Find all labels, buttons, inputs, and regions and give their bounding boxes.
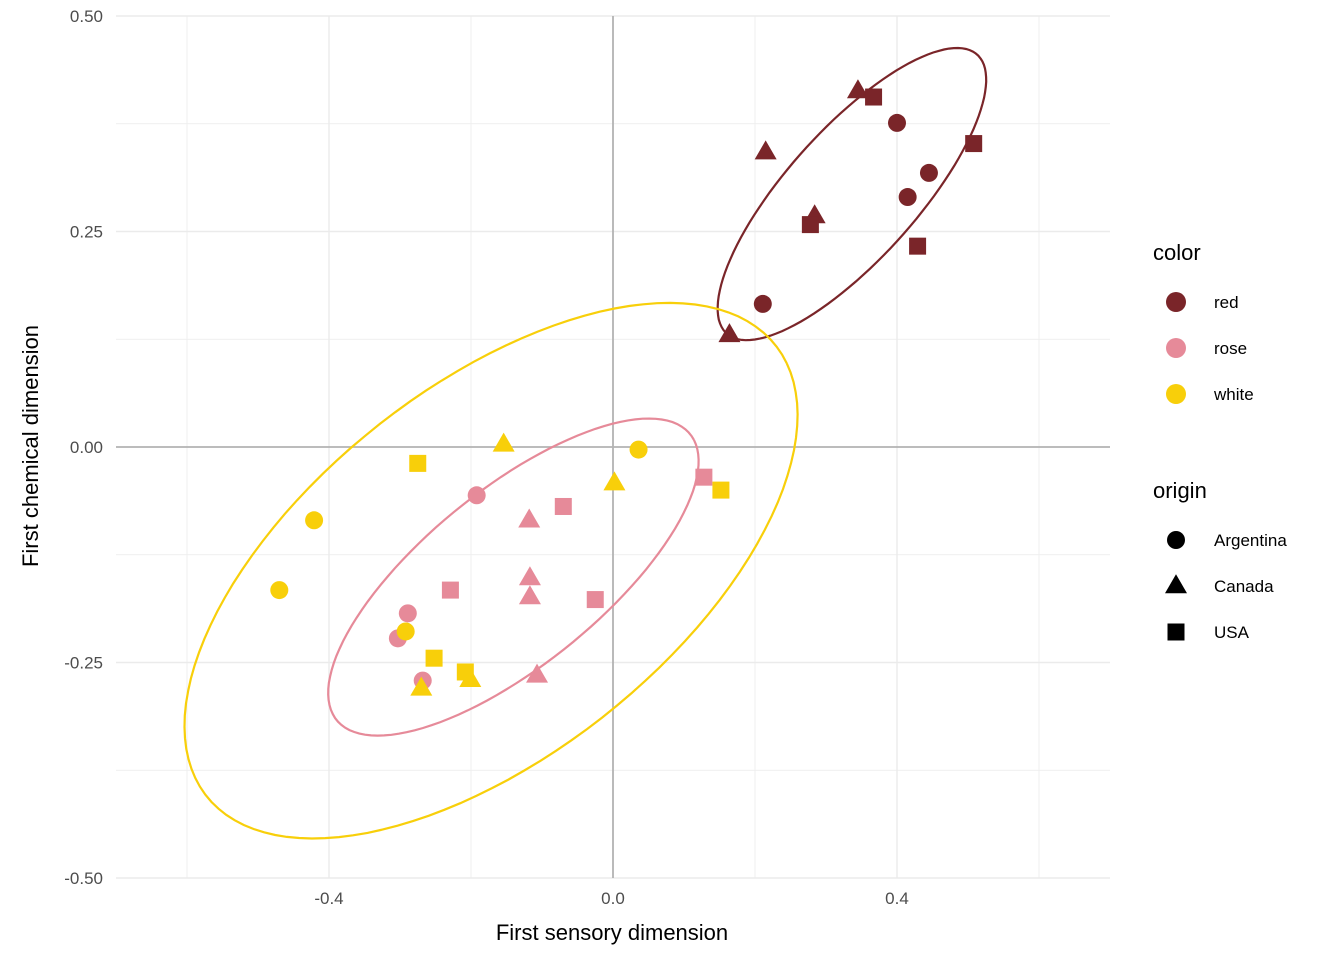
y-axis-title: First chemical dimension [18,325,43,567]
y-tick-label: 0.50 [70,7,103,26]
red-argentina-point [753,294,772,313]
white-usa-point [409,454,427,472]
legend-label-rose: rose [1214,339,1247,358]
rose-ellipse [327,417,700,737]
white-usa-point [456,663,474,681]
red-canada-point [718,323,741,343]
red-canada-point [846,79,869,99]
white-usa-point [712,481,730,499]
white-canada-point [492,432,515,452]
red-argentina-point [898,188,917,207]
rose-canada-point [518,585,541,605]
x-tick-label: -0.4 [314,889,343,908]
rose-usa-point [695,468,713,486]
rose-canada-point [518,566,541,586]
y-tick-label: -0.50 [64,869,103,888]
legend-color-items: red rose white [1166,292,1254,404]
x-tick-labels: -0.4 0.0 0.4 [314,889,908,908]
white-canada-point [410,676,433,696]
legend-key-red [1166,292,1186,312]
reference-lines [116,16,1110,878]
legend-key-argentina [1167,531,1185,549]
legend-label-red: red [1214,293,1239,312]
white-argentina-point [396,622,415,641]
legend-label-white: white [1213,385,1254,404]
red-usa-point [909,237,927,255]
data-points [270,79,983,696]
x-axis-title: First sensory dimension [496,920,728,945]
white-argentina-point [305,511,324,530]
rose-canada-point [526,663,549,683]
white-canada-point [603,471,626,491]
rose-usa-point [586,591,604,609]
legend-key-white [1166,384,1186,404]
legend-label-canada: Canada [1214,577,1274,596]
legend-key-usa [1167,623,1185,641]
red-usa-point [965,135,983,153]
legend-origin-items: Argentina Canada USA [1165,531,1287,642]
rose-argentina-point [467,486,486,505]
x-tick-label: 0.0 [601,889,625,908]
rose-usa-point [441,581,459,599]
red-ellipse [716,46,988,342]
legend-key-rose [1166,338,1186,358]
legend-label-argentina: Argentina [1214,531,1287,550]
rose-usa-point [554,497,572,515]
x-tick-label: 0.4 [885,889,909,908]
rose-argentina-point [398,604,417,623]
legend-key-canada [1165,574,1187,594]
legend-label-usa: USA [1214,623,1250,642]
y-tick-label: 0.00 [70,438,103,457]
legend-origin-title: origin [1153,478,1207,503]
white-argentina-point [270,581,289,600]
white-argentina-point [629,440,648,459]
red-argentina-point [888,113,906,132]
y-tick-labels: -0.50 -0.25 0.00 0.25 0.50 [64,7,103,888]
red-usa-point [801,216,819,234]
legend: color red rose white origin Argentina Canad… [1153,240,1287,642]
legend-color-title: color [1153,240,1201,265]
red-canada-point [754,140,777,160]
rose-canada-point [518,508,541,528]
white-usa-point [425,649,443,667]
y-tick-label: 0.25 [70,223,103,242]
red-argentina-point [919,163,938,182]
white-ellipse [183,301,799,840]
red-usa-point [865,88,883,106]
y-tick-label: -0.25 [64,654,103,673]
confidence-ellipses [183,46,988,840]
